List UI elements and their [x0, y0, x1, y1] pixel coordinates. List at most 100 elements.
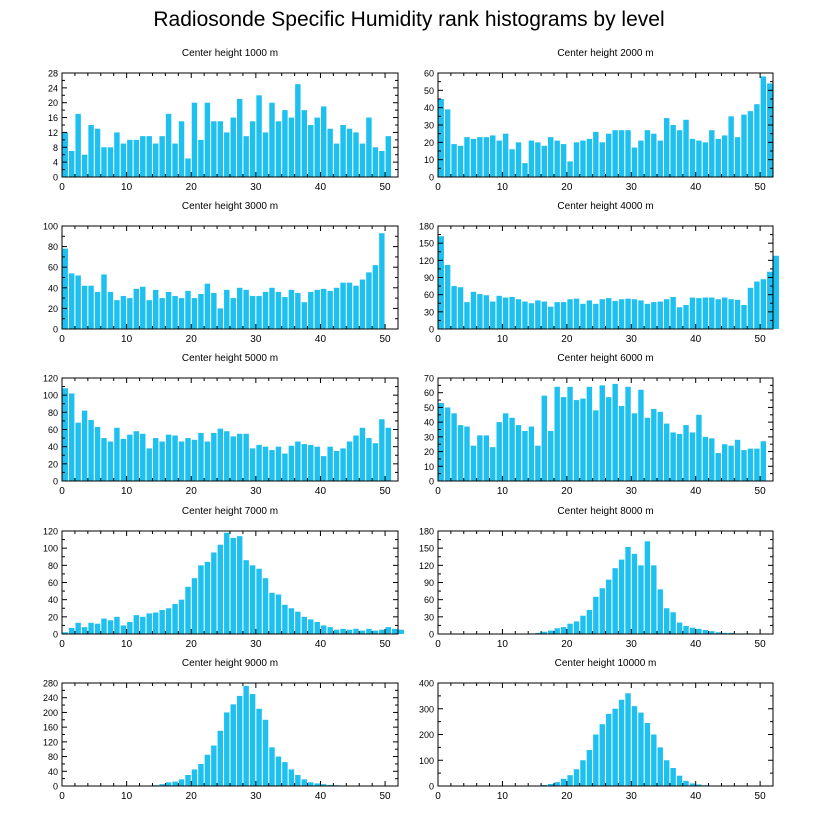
histogram-bar [631, 413, 638, 481]
histogram-bar [243, 433, 249, 481]
histogram-bar [696, 784, 702, 786]
x-tick-label: 10 [121, 791, 133, 802]
x-tick-label: 20 [561, 334, 573, 345]
histogram-panel-8: Center height 8000 m 0 10 20 30 40 50 0 30 60 90 12… [419, 506, 774, 650]
histogram-bar [359, 279, 366, 329]
y-tick-label: 100 [419, 756, 434, 766]
histogram-bar [734, 299, 741, 329]
histogram-bar [314, 446, 320, 481]
y-tick-label: 0 [429, 173, 434, 183]
histogram-bar [236, 99, 243, 177]
histogram-bar [191, 439, 198, 481]
x-tick-label: 30 [250, 791, 262, 802]
histogram-bar [638, 389, 644, 481]
histogram-bar [541, 631, 547, 634]
x-tick-label: 10 [121, 486, 133, 497]
histogram-bar [702, 436, 709, 481]
plot-frame [437, 530, 774, 635]
y-tick-label: 30 [424, 612, 434, 622]
histogram-bar [295, 84, 301, 177]
x-tick-label: 10 [497, 639, 509, 650]
x-tick-label: 30 [626, 334, 638, 345]
histogram-bar [366, 438, 372, 481]
histogram-bar [217, 730, 224, 786]
histogram-bar [308, 444, 314, 481]
histogram-bar [288, 769, 295, 786]
histogram-bar [172, 296, 178, 329]
histogram-bar [618, 699, 625, 786]
x-tick-label: 50 [755, 334, 767, 345]
histogram-bar [62, 388, 68, 481]
histogram-bar [256, 708, 262, 786]
histogram-bar [204, 441, 211, 481]
histogram-bar [535, 300, 541, 329]
x-tick-label: 10 [121, 334, 133, 345]
x-tick-label: 30 [250, 334, 262, 345]
histogram-bar [560, 627, 567, 634]
histogram-bar [101, 618, 107, 634]
histogram-bar [528, 426, 535, 481]
histogram-bar [62, 632, 68, 634]
histogram-bar [308, 619, 314, 634]
y-tick-label: 40 [424, 418, 434, 428]
histogram-bar [747, 111, 754, 177]
histogram-bar [741, 304, 747, 329]
histogram-bar [269, 287, 275, 329]
histogram-bar [651, 408, 657, 481]
y-tick-label: 70 [424, 374, 434, 384]
histogram-bar [159, 609, 165, 634]
histogram-bar [515, 142, 522, 177]
histogram-bar [236, 536, 243, 634]
histogram-bar [327, 128, 333, 177]
histogram-bar [275, 121, 282, 177]
histogram-bar [754, 281, 760, 329]
histogram-bar [256, 296, 262, 329]
histogram-bar [509, 417, 515, 481]
histogram-bar [728, 632, 734, 634]
x-tick-label: 20 [561, 639, 573, 650]
histogram-bar [664, 760, 670, 786]
histogram-bar [721, 297, 728, 329]
histogram-bar [586, 749, 593, 786]
histogram-bar [638, 565, 644, 634]
y-tick-label: 40 [48, 595, 58, 605]
histogram-bar [320, 784, 327, 786]
histogram-bar [140, 286, 146, 329]
histogram-bar [346, 441, 353, 481]
histogram-bar [152, 612, 159, 634]
histogram-bar [191, 102, 198, 177]
histogram-bar [567, 775, 573, 786]
histogram-bar [676, 775, 683, 786]
x-tick-label: 40 [315, 334, 327, 345]
x-tick-label: 50 [755, 182, 767, 193]
x-tick-label: 20 [186, 639, 198, 650]
histogram-bar [612, 708, 618, 786]
histogram-bar [535, 142, 541, 177]
x-tick-label: 20 [186, 334, 198, 345]
histogram-bar [333, 629, 340, 634]
histogram-bar [94, 623, 101, 634]
x-tick-label: 0 [435, 791, 441, 802]
histogram-bar [256, 568, 262, 634]
histogram-bar [256, 95, 262, 177]
histogram-bar [631, 706, 638, 786]
histogram-bar [262, 132, 269, 177]
histogram-bar [676, 433, 683, 481]
histogram-bar [670, 767, 676, 786]
histogram-bar [191, 298, 198, 329]
histogram-bar [715, 632, 721, 634]
histogram-bar [573, 400, 580, 481]
histogram-bar [353, 285, 359, 329]
histogram-bar [211, 745, 217, 786]
histogram-bar [548, 306, 554, 329]
histogram-bar [741, 450, 747, 481]
histogram-bar [554, 628, 560, 634]
histogram-bar [359, 630, 366, 634]
histogram-bar [451, 144, 457, 177]
y-tick-label: 400 [419, 679, 434, 689]
histogram-bar [75, 113, 81, 177]
x-tick-label: 30 [626, 639, 638, 650]
x-tick-label: 40 [315, 791, 327, 802]
histogram-bar [385, 427, 392, 481]
histogram-bar [676, 307, 683, 329]
